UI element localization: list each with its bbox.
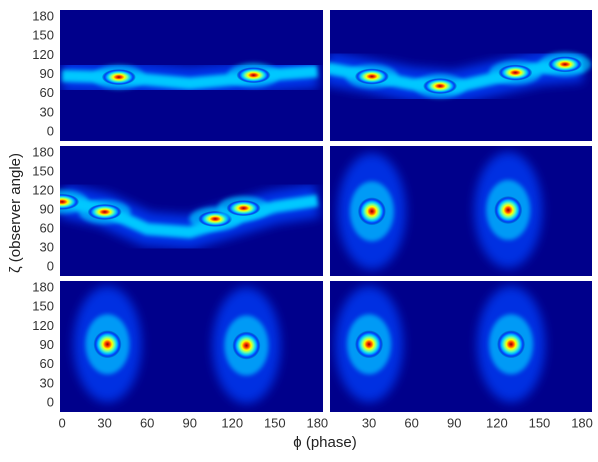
y-tick-label: 90 <box>40 337 54 352</box>
peak <box>87 203 122 220</box>
y-tick-label: 90 <box>40 66 54 81</box>
peak <box>355 330 384 359</box>
x-tick-label: 60 <box>404 415 418 430</box>
x-tick-label: 0 <box>59 415 66 430</box>
peak <box>498 64 533 81</box>
x-tick-label: 150 <box>529 415 551 430</box>
y-tick-label: 0 <box>47 259 54 274</box>
x-tick-label: 120 <box>486 415 508 430</box>
y-tick-label: 60 <box>40 221 54 236</box>
y-tick-label: 180 <box>32 279 54 294</box>
y-tick-label: 60 <box>40 356 54 371</box>
panel <box>60 183 320 250</box>
peak <box>226 200 261 217</box>
peak <box>101 69 136 86</box>
panel <box>335 286 546 403</box>
y-tick-label: 0 <box>47 123 54 138</box>
x-tick-label: 90 <box>447 415 461 430</box>
y-tick-label: 150 <box>32 28 54 43</box>
y-tick-label: 30 <box>40 240 54 255</box>
y-tick-label: 30 <box>40 104 54 119</box>
y-tick-label: 120 <box>32 182 54 197</box>
x-tick-label: 30 <box>97 415 111 430</box>
peak <box>423 78 458 95</box>
peak <box>354 68 389 85</box>
panel <box>61 54 319 101</box>
x-tick-label: 180 <box>306 415 328 430</box>
y-tick-label: 0 <box>47 394 54 409</box>
x-tick-label: 120 <box>221 415 243 430</box>
panel <box>330 48 592 105</box>
y-tick-label: 120 <box>32 318 54 333</box>
peak <box>357 197 386 226</box>
peak <box>232 331 261 360</box>
y-axis-title: ζ (observer angle) <box>7 153 24 273</box>
y-tick-label: 180 <box>32 144 54 159</box>
y-tick-label: 150 <box>32 163 54 178</box>
x-tick-label: 30 <box>362 415 376 430</box>
peak <box>548 56 583 73</box>
x-tick-label: 90 <box>182 415 196 430</box>
peak <box>494 196 523 225</box>
y-tick-label: 60 <box>40 85 54 100</box>
panel <box>337 152 543 270</box>
y-tick-label: 120 <box>32 47 54 62</box>
x-axis-title: ϕ (phase) <box>293 434 356 451</box>
peak <box>93 330 122 359</box>
peak <box>497 330 526 359</box>
x-tick-label: 150 <box>264 415 286 430</box>
peak <box>60 193 80 210</box>
peak <box>236 67 271 84</box>
y-tick-label: 150 <box>32 299 54 314</box>
x-tick-label: 60 <box>140 415 154 430</box>
x-tick-label: 180 <box>571 415 593 430</box>
panel <box>73 286 281 404</box>
y-tick-label: 90 <box>40 201 54 216</box>
y-tick-label: 30 <box>40 375 54 390</box>
y-tick-label: 180 <box>32 8 54 23</box>
